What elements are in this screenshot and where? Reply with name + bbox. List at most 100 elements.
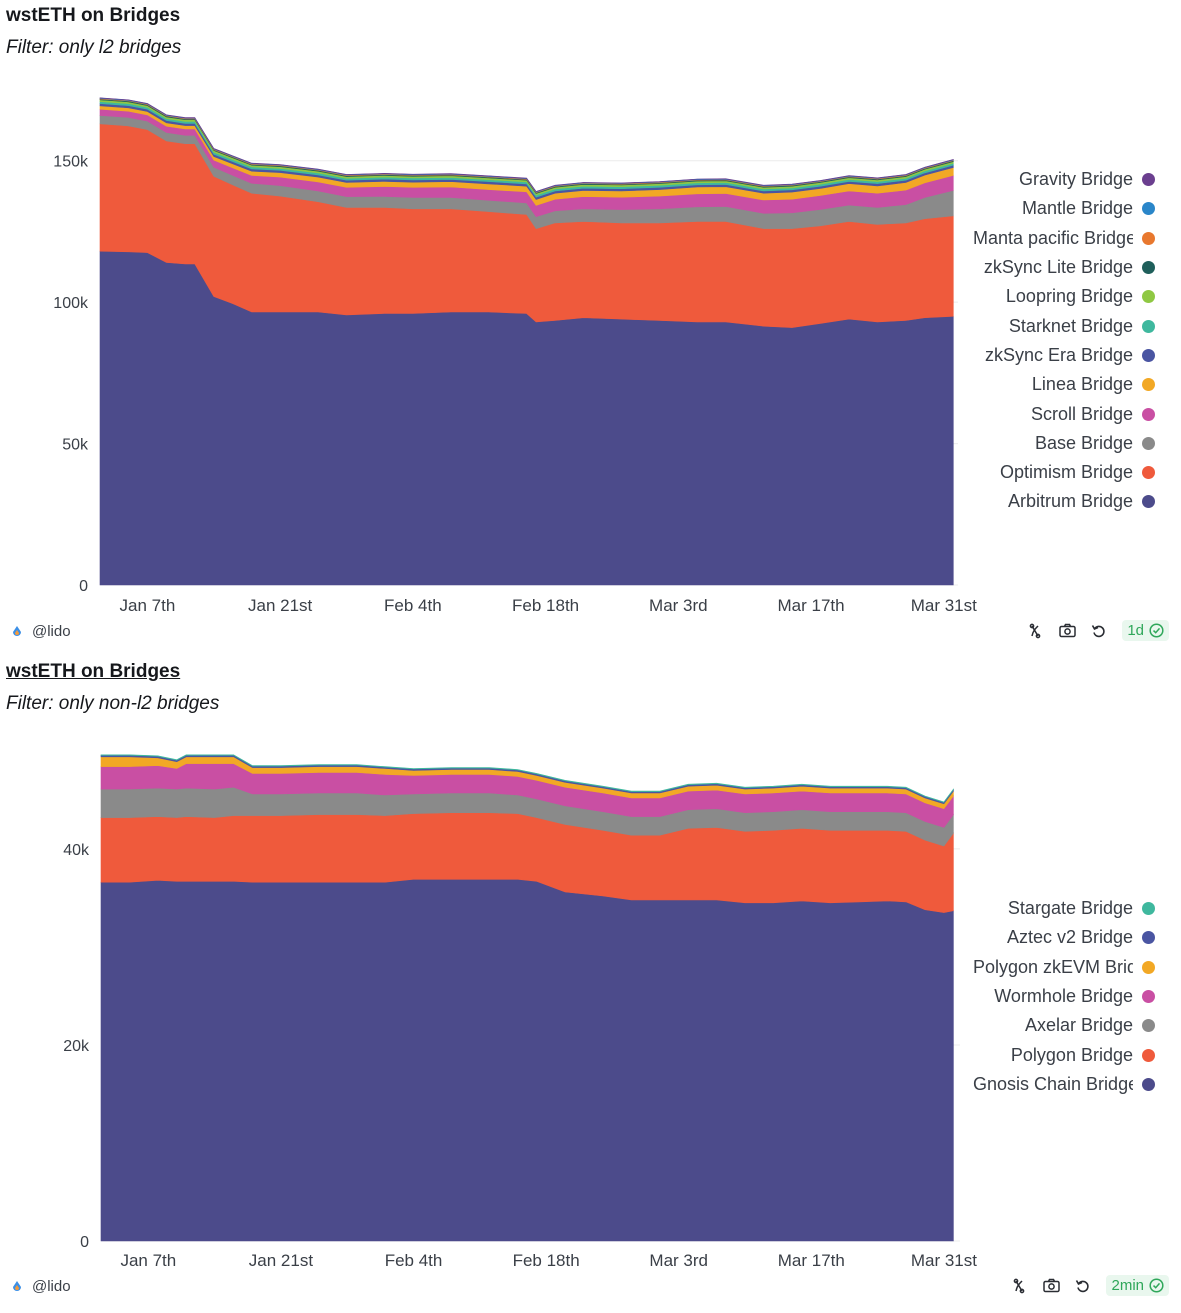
legend-swatch (1142, 931, 1155, 945)
legend-label: Mantle Bridge (1021, 198, 1133, 219)
panel-footer: @lido 1d (0, 620, 1181, 646)
legend-item[interactable]: Scroll Bridge (945, 399, 1155, 428)
check-circle-icon (1149, 1278, 1164, 1293)
legend-swatch (1142, 290, 1155, 304)
lido-drop-icon (13, 625, 21, 636)
legend-swatch (1142, 466, 1155, 480)
legend-item[interactable]: zkSync Era Bridge (945, 341, 1155, 370)
legend-swatch (1142, 407, 1155, 421)
legend-label: Linea Bridge (1031, 374, 1133, 395)
legend-swatch (1142, 378, 1155, 392)
legend-item[interactable]: Aztec v2 Bridge (945, 923, 1155, 952)
legend-item[interactable]: Polygon Bridge (945, 1040, 1155, 1069)
y-tick-label: 50k (62, 437, 89, 454)
legend-item[interactable]: Axelar Bridge (945, 1011, 1155, 1040)
legend-label: Optimism Bridge (999, 462, 1133, 483)
y-tick-label: 100k (53, 295, 89, 312)
legend-swatch (1142, 261, 1155, 275)
panel-title[interactable]: wstETH on Bridges (6, 661, 181, 682)
x-tick-label: Mar 17th (778, 596, 845, 615)
legend-swatch (1142, 1077, 1155, 1091)
legend-item[interactable]: Linea Bridge (945, 370, 1155, 399)
legend-item[interactable]: zkSync Lite Bridge (945, 253, 1155, 282)
x-tick-label: Jan 21st (248, 596, 313, 615)
x-tick-label: Feb 4th (384, 596, 442, 615)
panel-toolbar: 2min (996, 1275, 1169, 1296)
legend-label: Polygon zkEVM Bridge (973, 956, 1133, 977)
author-link[interactable]: @lido (12, 623, 71, 640)
panel-toolbar: 1d (1012, 620, 1169, 641)
legend-item[interactable]: Loopring Bridge (945, 282, 1155, 311)
legend-label: Stargate Bridge (1007, 898, 1133, 919)
legend-item[interactable]: Base Bridge (945, 429, 1155, 458)
legend-label: Manta pacific Bridge (973, 227, 1133, 248)
panel-subtitle: Filter: only l2 bridges (6, 37, 182, 58)
legend-label: zkSync Era Bridge (984, 344, 1133, 365)
author-name: @lido (32, 1278, 71, 1295)
legend-swatch (1142, 436, 1155, 450)
y-tick-label: 20k (63, 1038, 90, 1055)
lido-drop-icon (13, 1280, 21, 1291)
x-tick-label: Jan 7th (120, 1251, 176, 1270)
legend-label: Arbitrum Bridge (1007, 491, 1133, 512)
refresh-icon[interactable] (1074, 1277, 1092, 1295)
author-name: @lido (32, 623, 71, 640)
stacked-area-chart[interactable]: 0 20k 40k Jan 7th Jan 21st Feb 4th Feb 18th Mar… (0, 656, 1181, 1313)
legend-label: Polygon Bridge (1010, 1044, 1133, 1065)
legend-item[interactable]: Wormhole Bridge (945, 982, 1155, 1011)
legend-swatch (1142, 1019, 1155, 1033)
legend-swatch (1142, 348, 1155, 362)
freshness-badge[interactable]: 2min (1106, 1275, 1169, 1296)
freshness-label: 1d (1127, 622, 1144, 639)
legend-label: Gravity Bridge (1018, 169, 1133, 190)
y-tick-label: 150k (53, 154, 89, 171)
check-circle-icon (1149, 623, 1164, 638)
panel-footer: @lido 2min (0, 1275, 1181, 1301)
legend-item[interactable]: Polygon zkEVM Bridge (945, 953, 1155, 982)
legend-item[interactable]: Optimism Bridge (945, 458, 1155, 487)
legend-label: Loopring Bridge (1005, 286, 1133, 307)
y-tick-label: 0 (79, 578, 88, 595)
legend-label: Wormhole Bridge (994, 986, 1133, 1007)
x-tick-label: Jan 21st (249, 1251, 314, 1270)
legend-item[interactable]: Stargate Bridge (945, 894, 1155, 923)
stacked-area-chart[interactable]: 0 50k 100k 150k Jan 7th Jan 21st Feb 4th Feb 18… (0, 0, 1181, 656)
camera-icon[interactable] (1042, 1277, 1060, 1295)
legend-item[interactable]: Mantle Bridge (945, 194, 1155, 223)
legend-item[interactable]: Starknet Bridge (945, 311, 1155, 340)
legend-swatch (1142, 231, 1155, 245)
legend-swatch (1142, 495, 1155, 509)
x-tick-label: Mar 17th (778, 1251, 845, 1270)
panel-subtitle: Filter: only non-l2 bridges (6, 693, 220, 714)
x-tick-label: Feb 4th (385, 1251, 443, 1270)
x-tick-label: Feb 18th (512, 596, 579, 615)
fork-icon[interactable] (1010, 1277, 1028, 1295)
camera-icon[interactable] (1058, 622, 1076, 640)
legend-label: Axelar Bridge (1024, 1015, 1133, 1036)
legend-swatch (1142, 960, 1155, 974)
legend-item[interactable]: Gnosis Chain Bridge (945, 1070, 1155, 1099)
legend-item[interactable]: Manta pacific Bridge (945, 224, 1155, 253)
refresh-icon[interactable] (1090, 622, 1108, 640)
x-tick-label: Mar 3rd (649, 1251, 708, 1270)
chart-panel-non-l2: wstETH on Bridges Filter: only non-l2 br… (0, 656, 1181, 1313)
freshness-label: 2min (1111, 1277, 1144, 1294)
legend-swatch (1142, 202, 1155, 216)
area-series-gravity-bridge[interactable] (99, 97, 954, 193)
legend-label: Scroll Bridge (1030, 403, 1133, 424)
x-tick-label: Jan 7th (120, 596, 176, 615)
legend-swatch (1142, 319, 1155, 333)
area-series-stargate-bridge[interactable] (100, 754, 954, 803)
legend-label: Base Bridge (1034, 432, 1133, 453)
x-tick-label: Mar 3rd (649, 596, 708, 615)
legend-item[interactable]: Gravity Bridge (945, 165, 1155, 194)
legend-swatch (1142, 1048, 1155, 1062)
area-series-gnosis-chain-bridge[interactable] (100, 879, 954, 1242)
author-link[interactable]: @lido (12, 1278, 71, 1295)
fork-icon[interactable] (1026, 622, 1044, 640)
legend-item[interactable]: Arbitrum Bridge (945, 487, 1155, 516)
freshness-badge[interactable]: 1d (1122, 620, 1169, 641)
chart-panel-l2: wstETH on Bridges Filter: only l2 bridge… (0, 0, 1181, 656)
panel-title[interactable]: wstETH on Bridges (6, 5, 181, 26)
legend-label: zkSync Lite Bridge (983, 257, 1133, 278)
